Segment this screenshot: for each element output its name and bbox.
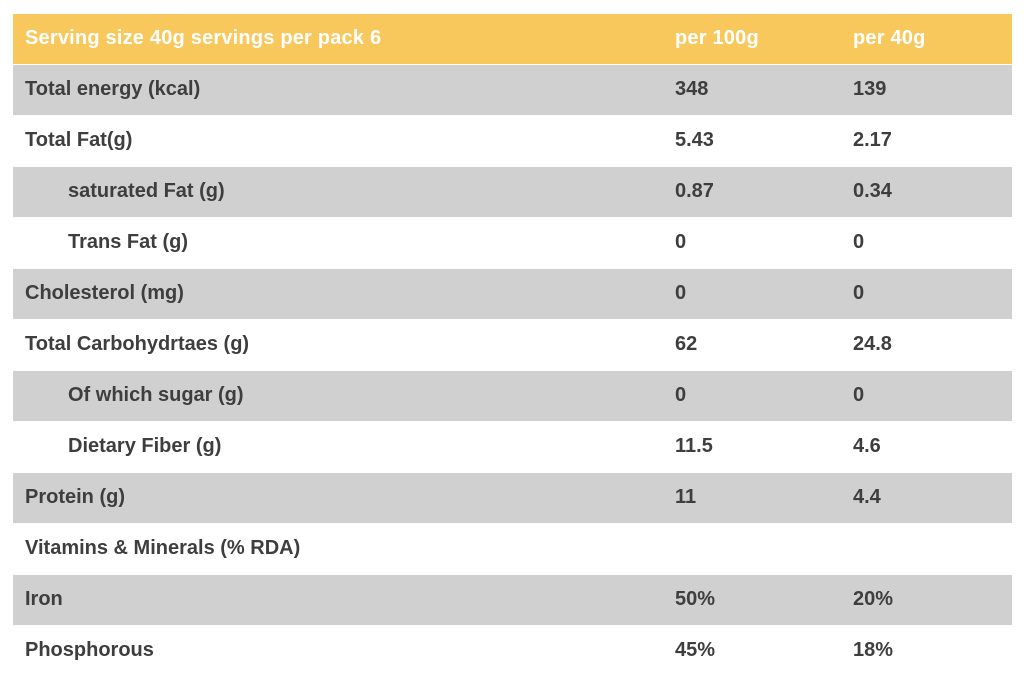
table-row: saturated Fat (g) 0.87 0.34 bbox=[13, 166, 1012, 217]
row-per-100g-value: 62 bbox=[675, 333, 698, 355]
row-per-40g-value: 0 bbox=[853, 282, 865, 304]
table-row: Trans Fat (g) 0 0 bbox=[13, 217, 1012, 268]
row-label: Iron bbox=[25, 588, 63, 610]
row-per-100g-value: 50% bbox=[675, 588, 716, 610]
table-row: Vitamins & Minerals (% RDA) bbox=[13, 523, 1012, 574]
table-row: Dietary Fiber (g) 11.5 4.6 bbox=[13, 421, 1012, 472]
row-label: Protein (g) bbox=[25, 486, 125, 508]
table-row: Iron 50% 20% bbox=[13, 574, 1012, 625]
row-per-100g-value: 0 bbox=[675, 384, 687, 406]
row-per-40g-value bbox=[853, 523, 1012, 574]
row-per-40g-value: 4.6 bbox=[853, 435, 881, 457]
table-row: Of which sugar (g) 0 0 bbox=[13, 370, 1012, 421]
header-per-100g: per 100g bbox=[675, 27, 759, 50]
row-label: Total Carbohydrtaes (g) bbox=[25, 333, 250, 355]
row-per-100g-value: 45% bbox=[675, 639, 716, 662]
table-row: Total Carbohydrtaes (g) 62 24.8 bbox=[13, 319, 1012, 370]
row-per-100g-value: 0 bbox=[675, 282, 687, 304]
row-per-100g-value: 0.87 bbox=[675, 180, 714, 202]
row-per-40g-value: 0 bbox=[853, 384, 865, 406]
row-per-40g-value: 20% bbox=[853, 588, 894, 610]
row-label: Cholesterol (mg) bbox=[25, 282, 184, 304]
table-header-row: Serving size 40g servings per pack 6 per… bbox=[13, 14, 1012, 64]
table-row: Protein (g) 11 4.4 bbox=[13, 472, 1012, 523]
table-row: Cholesterol (mg) 0 0 bbox=[13, 268, 1012, 319]
row-label: Total Fat(g) bbox=[25, 129, 133, 151]
row-label: Trans Fat (g) bbox=[68, 231, 189, 253]
row-per-40g-value: 139 bbox=[853, 78, 887, 100]
row-per-40g-value: 0 bbox=[853, 231, 865, 253]
row-per-100g-value: 11.5 bbox=[675, 435, 713, 457]
header-per-40g: per 40g bbox=[853, 27, 926, 50]
table-row: Total Fat(g) 5.43 2.17 bbox=[13, 115, 1012, 166]
row-label: Total energy (kcal) bbox=[25, 78, 201, 100]
nutrition-table: Serving size 40g servings per pack 6 per… bbox=[13, 14, 1012, 676]
row-label: Dietary Fiber (g) bbox=[68, 435, 222, 457]
row-per-40g-value: 4.4 bbox=[853, 486, 881, 508]
row-label: Of which sugar (g) bbox=[68, 384, 244, 406]
table-body: Total energy (kcal) 348 139 Total Fat(g)… bbox=[13, 64, 1012, 676]
row-label: Vitamins & Minerals (% RDA) bbox=[25, 537, 301, 559]
row-label: saturated Fat (g) bbox=[68, 180, 225, 202]
table-row: Phosphorous 45% 18% bbox=[13, 625, 1012, 676]
header-serving-info: Serving size 40g servings per pack 6 bbox=[25, 27, 382, 50]
row-per-100g-value: 348 bbox=[675, 78, 709, 100]
row-per-100g-value: 0 bbox=[675, 231, 687, 253]
row-per-40g-value: 18% bbox=[853, 639, 894, 662]
row-per-40g-value: 24.8 bbox=[853, 333, 892, 355]
row-per-40g-value: 2.17 bbox=[853, 129, 892, 151]
row-per-100g-value: 5.43 bbox=[675, 129, 714, 151]
row-per-100g-value: 11 bbox=[675, 486, 697, 508]
row-per-40g-value: 0.34 bbox=[853, 180, 892, 202]
row-label: Phosphorous bbox=[25, 639, 154, 662]
row-per-100g-value bbox=[675, 523, 853, 574]
table-row: Total energy (kcal) 348 139 bbox=[13, 64, 1012, 115]
